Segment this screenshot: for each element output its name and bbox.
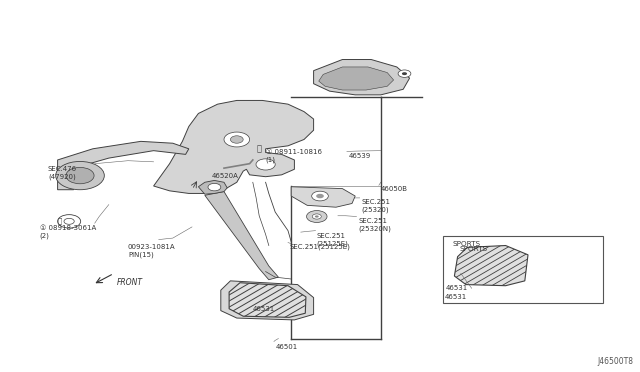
Text: SEC.251
(25320): SEC.251 (25320): [362, 199, 390, 213]
Text: J46500T8: J46500T8: [598, 357, 634, 366]
Bar: [443, 236, 603, 303]
Text: SEC.251(25125E): SEC.251(25125E): [289, 244, 350, 250]
Circle shape: [315, 215, 319, 218]
Text: Ⓝ: Ⓝ: [58, 218, 62, 224]
Text: 46531: 46531: [253, 306, 275, 312]
Text: SPORTS: SPORTS: [452, 241, 481, 247]
Text: ① 08911-10816
(1): ① 08911-10816 (1): [266, 149, 321, 163]
Circle shape: [208, 183, 221, 191]
Circle shape: [56, 161, 104, 190]
Circle shape: [402, 72, 407, 75]
Circle shape: [307, 211, 327, 222]
Circle shape: [64, 218, 74, 224]
Circle shape: [224, 132, 250, 147]
Circle shape: [312, 214, 321, 219]
Polygon shape: [198, 180, 227, 194]
Circle shape: [230, 136, 243, 143]
Text: 46531: 46531: [445, 294, 467, 300]
Circle shape: [316, 194, 324, 198]
Text: SEC.251
(25125E): SEC.251 (25125E): [317, 233, 349, 247]
Text: 00923-1081A
PIN(15): 00923-1081A PIN(15): [128, 244, 175, 258]
Text: ① 08918-3061A
(2): ① 08918-3061A (2): [40, 225, 96, 239]
Circle shape: [66, 167, 94, 184]
Polygon shape: [154, 100, 314, 193]
Polygon shape: [291, 187, 355, 207]
Text: SPORTS: SPORTS: [460, 246, 488, 251]
Text: SEC.251
(25320N): SEC.251 (25320N): [358, 218, 391, 232]
Circle shape: [398, 70, 411, 77]
Text: 46539: 46539: [349, 153, 371, 158]
Text: SEC.476
(47920): SEC.476 (47920): [48, 166, 77, 180]
Polygon shape: [58, 141, 189, 190]
Circle shape: [58, 215, 81, 228]
Polygon shape: [221, 281, 314, 320]
Text: 46501: 46501: [275, 344, 298, 350]
Text: 46050B: 46050B: [381, 186, 408, 192]
Circle shape: [312, 191, 328, 201]
Text: 46520A: 46520A: [211, 173, 238, 179]
Text: 46531: 46531: [446, 285, 468, 291]
Circle shape: [256, 159, 275, 170]
Text: Ⓝ: Ⓝ: [257, 144, 262, 153]
Polygon shape: [229, 283, 306, 317]
Polygon shape: [205, 192, 278, 280]
Text: FRONT: FRONT: [116, 278, 143, 287]
Polygon shape: [454, 246, 528, 286]
Polygon shape: [319, 67, 394, 90]
Polygon shape: [314, 60, 410, 95]
